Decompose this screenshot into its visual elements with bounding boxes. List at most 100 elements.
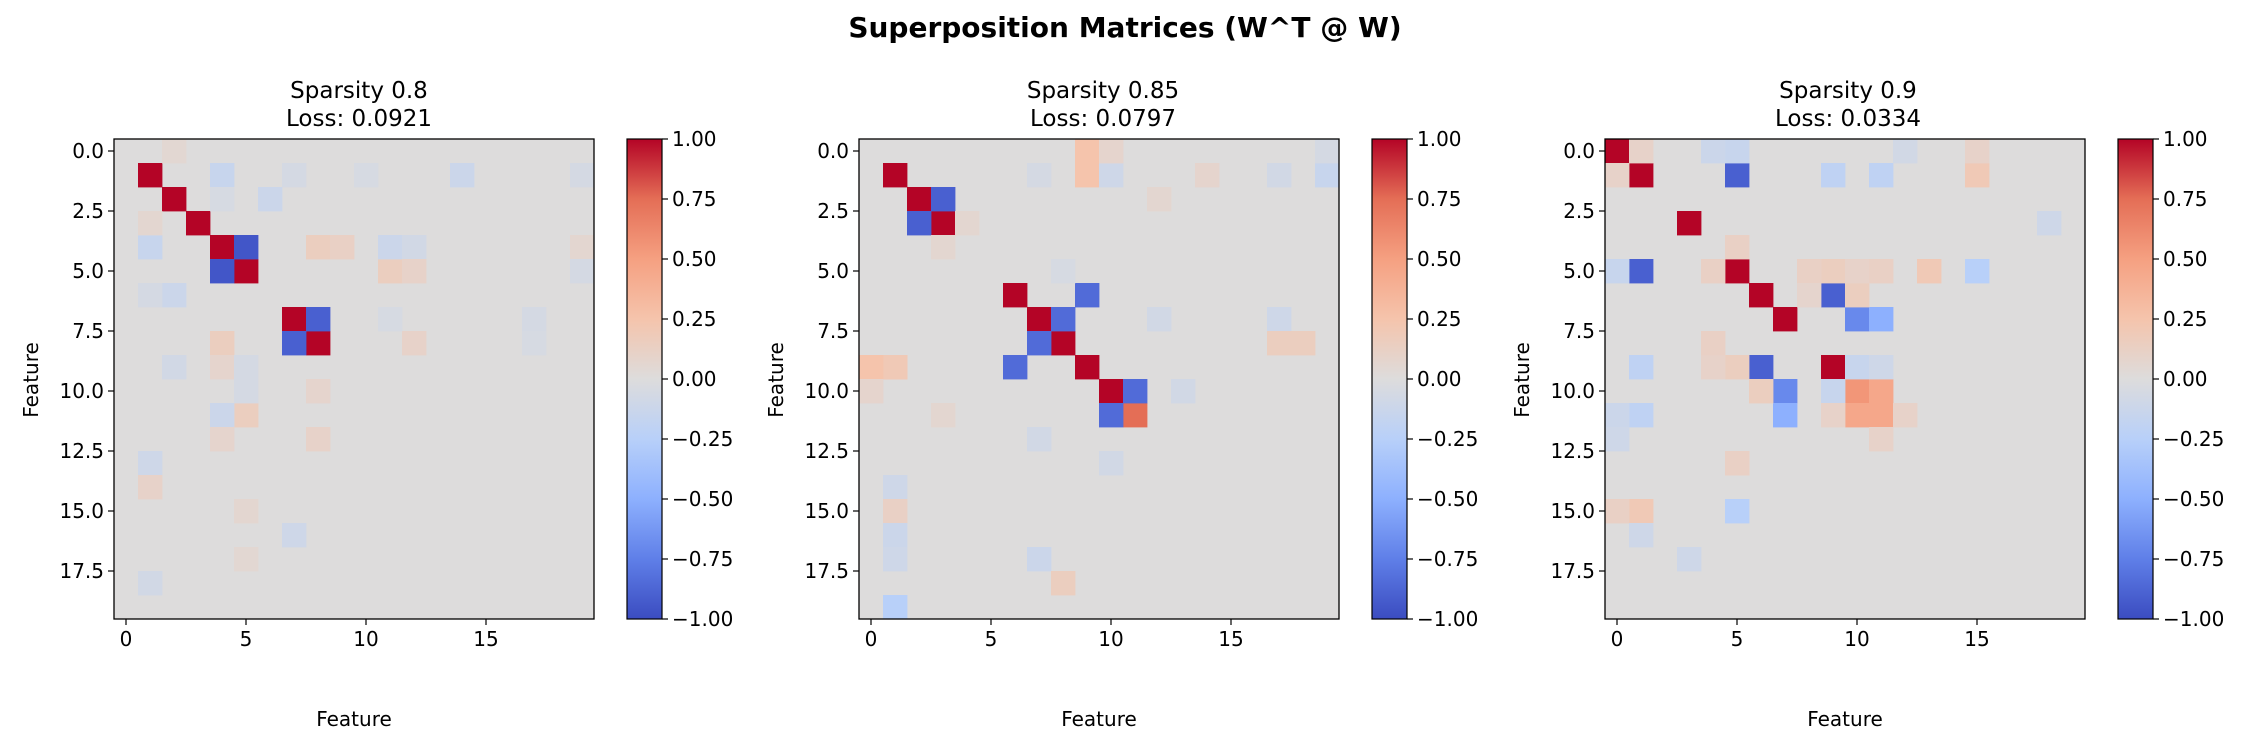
heatmap-cell bbox=[1195, 163, 1220, 188]
panel-2-xlabel: Feature bbox=[1061, 707, 1137, 731]
heatmap-cell bbox=[234, 403, 259, 428]
colorbar-tick-label: −0.25 bbox=[2163, 427, 2224, 451]
heatmap-cell bbox=[1629, 523, 1654, 548]
heatmap-cell bbox=[859, 379, 884, 404]
plot-frame bbox=[858, 138, 1340, 620]
heatmap-cell bbox=[1075, 355, 1100, 380]
heatmap-cell bbox=[1267, 331, 1292, 356]
figure-title: Superposition Matrices (W^T @ W) bbox=[848, 11, 1401, 44]
colorbar-tick-label: 0.75 bbox=[2163, 187, 2208, 211]
y-tick-label: 12.5 bbox=[59, 439, 104, 463]
heatmap-cell bbox=[1749, 379, 1774, 404]
heatmap-cell bbox=[282, 163, 307, 188]
heatmap-cell bbox=[1003, 283, 1028, 308]
panel-sparsity-0.9: Sparsity 0.9 Loss: 0.0334 0 5 10 15 0.0 2.5 5.… bbox=[1510, 78, 2224, 731]
heatmap-cell bbox=[210, 403, 235, 428]
heatmap-cell bbox=[1701, 259, 1726, 284]
heatmap-cell bbox=[1123, 379, 1148, 404]
heatmap-cell bbox=[1099, 163, 1124, 188]
heatmap-cell bbox=[931, 187, 956, 212]
colorbar-tick-label: 0.50 bbox=[2163, 247, 2208, 271]
colorbar-tick-label: −0.25 bbox=[1417, 427, 1478, 451]
y-tick-label: 12.5 bbox=[804, 439, 849, 463]
y-tick-label: 10.0 bbox=[1550, 379, 1595, 403]
heatmap-cell bbox=[234, 355, 259, 380]
heatmap-cell bbox=[1267, 163, 1292, 188]
heatmap-cell bbox=[210, 187, 235, 212]
heatmap-cell bbox=[1267, 307, 1292, 332]
heatmap-cell bbox=[1701, 355, 1726, 380]
colorbar-tick-label: −1.00 bbox=[2163, 607, 2224, 631]
heatmap-cell bbox=[1051, 259, 1076, 284]
heatmap-cell bbox=[522, 331, 547, 356]
heatmap-cell bbox=[402, 235, 427, 260]
heatmap-cell bbox=[234, 379, 259, 404]
panel-sparsity-0.85: Sparsity 0.85 Loss: 0.0797 0 5 10 15 0.0 2.5 5… bbox=[764, 78, 1478, 731]
heatmap-cell bbox=[931, 235, 956, 260]
x-tick-label: 0 bbox=[1611, 627, 1624, 651]
heatmap-cell bbox=[186, 211, 211, 236]
heatmap-cell bbox=[1605, 403, 1630, 428]
panel-3-ylabel: Feature bbox=[1510, 342, 1534, 418]
colorbar-tick-label: −0.25 bbox=[672, 427, 733, 451]
heatmap-cell bbox=[1725, 139, 1750, 164]
colorbar-tick-label: −1.00 bbox=[1417, 607, 1478, 631]
heatmap-cell bbox=[1797, 283, 1822, 308]
heatmap-cell bbox=[522, 307, 547, 332]
heatmap-cell bbox=[162, 355, 187, 380]
colorbar-tick-label: 0.00 bbox=[1417, 367, 1462, 391]
y-tick-label: 2.5 bbox=[817, 199, 849, 223]
colorbar-tick-label: −0.75 bbox=[1417, 547, 1478, 571]
colorbar-tick-label: 0.50 bbox=[672, 247, 717, 271]
heatmap-cell bbox=[1051, 571, 1076, 596]
heatmap-cell bbox=[1605, 499, 1630, 524]
heatmap-cell bbox=[1965, 163, 1990, 188]
x-tick-label: 10 bbox=[1844, 627, 1869, 651]
heatmap-cell bbox=[306, 235, 331, 260]
heatmap-cell bbox=[1605, 163, 1630, 188]
colorbar bbox=[2117, 138, 2154, 620]
heatmap-cell bbox=[1845, 403, 1870, 428]
x-tick-label: 15 bbox=[1218, 627, 1243, 651]
heatmap-cell bbox=[282, 331, 307, 356]
panel-1-ylabel: Feature bbox=[19, 342, 43, 418]
heatmap-cell bbox=[1821, 403, 1846, 428]
y-tick-label: 2.5 bbox=[72, 199, 104, 223]
heatmap-cell bbox=[1869, 427, 1894, 452]
heatmap-cell bbox=[955, 211, 980, 236]
heatmap-cell bbox=[1725, 451, 1750, 476]
heatmap-cell bbox=[1845, 355, 1870, 380]
y-tick-label: 5.0 bbox=[817, 259, 849, 283]
heatmap-cell bbox=[1075, 163, 1100, 188]
panel-1-xlabel: Feature bbox=[316, 707, 392, 731]
heatmap-cell bbox=[1701, 139, 1726, 164]
heatmap-cell bbox=[1027, 307, 1052, 332]
heatmap-cell bbox=[1027, 163, 1052, 188]
heatmap-cell bbox=[1845, 379, 1870, 404]
colorbar-tick-label: −0.75 bbox=[672, 547, 733, 571]
heatmap-cell bbox=[1725, 259, 1750, 284]
heatmap-cell bbox=[1099, 403, 1124, 428]
heatmap-cell bbox=[907, 211, 932, 236]
heatmap-cell bbox=[138, 283, 163, 308]
heatmap-cell bbox=[1965, 139, 1990, 164]
heatmap-cell bbox=[931, 403, 956, 428]
y-tick-label: 12.5 bbox=[1550, 439, 1595, 463]
heatmap-cell bbox=[138, 475, 163, 500]
colorbar-tick-label: −0.50 bbox=[1417, 487, 1478, 511]
colorbar-tick-label: 0.00 bbox=[672, 367, 717, 391]
heatmap-cell bbox=[1629, 355, 1654, 380]
panel-2-ylabel: Feature bbox=[764, 342, 788, 418]
heatmap-cell bbox=[1171, 379, 1196, 404]
heatmap-cell bbox=[907, 187, 932, 212]
colorbar-tick-label: −0.75 bbox=[2163, 547, 2224, 571]
heatmap-cell bbox=[1147, 307, 1172, 332]
heatmap-cell bbox=[1605, 427, 1630, 452]
heatmap-cell bbox=[234, 547, 259, 572]
heatmap-cell bbox=[1773, 307, 1798, 332]
colorbar bbox=[1371, 138, 1408, 620]
heatmap-cell bbox=[234, 235, 259, 260]
heatmap-cell bbox=[883, 547, 908, 572]
heatmap-cell bbox=[1749, 355, 1774, 380]
